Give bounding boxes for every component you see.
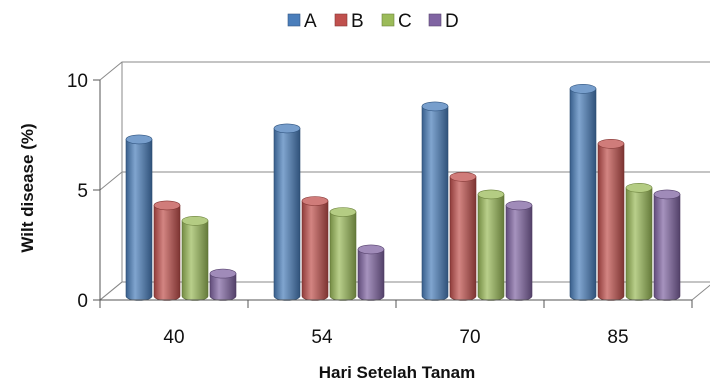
bar-D-54	[357, 244, 385, 301]
bar-C-54	[329, 207, 357, 301]
bar-C-70	[477, 189, 505, 301]
bar-D-70	[505, 200, 533, 301]
bar-B-70	[449, 172, 477, 301]
legend-item-B: B	[334, 11, 364, 32]
legend-item-A: A	[287, 11, 317, 32]
bar-B-40	[153, 200, 181, 301]
gridline	[99, 171, 710, 191]
bar-D-85	[653, 189, 681, 301]
x-tick-label: 54	[311, 327, 333, 348]
bar-D-40	[209, 268, 237, 301]
bar-C-85	[625, 183, 653, 301]
gridline	[99, 61, 710, 81]
y-tick-label: 10	[67, 71, 88, 92]
axes: 0 5 10 40 54 70 85	[67, 71, 693, 348]
legend: A B C D	[287, 11, 459, 32]
bar-A-85	[569, 84, 597, 301]
legend-label: C	[398, 11, 412, 32]
bars	[125, 84, 681, 301]
y-axis-title: Wilt disease (%)	[18, 123, 37, 252]
legend-item-C: C	[381, 11, 412, 32]
legend-label: B	[351, 11, 364, 32]
bar-B-85	[597, 139, 625, 301]
legend-swatch	[287, 13, 301, 27]
legend-swatch	[334, 13, 348, 27]
x-axis-title: Hari Setelah Tanam	[319, 363, 476, 382]
x-tick-label: 70	[459, 327, 480, 348]
x-tick-label: 85	[607, 327, 628, 348]
bar-A-70	[421, 101, 449, 301]
legend-swatch	[428, 13, 442, 27]
legend-label: A	[304, 11, 317, 32]
y-tick-label: 5	[77, 181, 88, 202]
legend-swatch	[381, 13, 395, 27]
bar-A-54	[273, 123, 301, 301]
bar-A-40	[125, 134, 153, 301]
legend-item-D: D	[428, 11, 459, 32]
x-tick-label: 40	[163, 327, 184, 348]
bar-C-40	[181, 216, 209, 301]
y-tick-label: 0	[77, 291, 88, 312]
legend-label: D	[445, 11, 459, 32]
bar-B-54	[301, 196, 329, 301]
